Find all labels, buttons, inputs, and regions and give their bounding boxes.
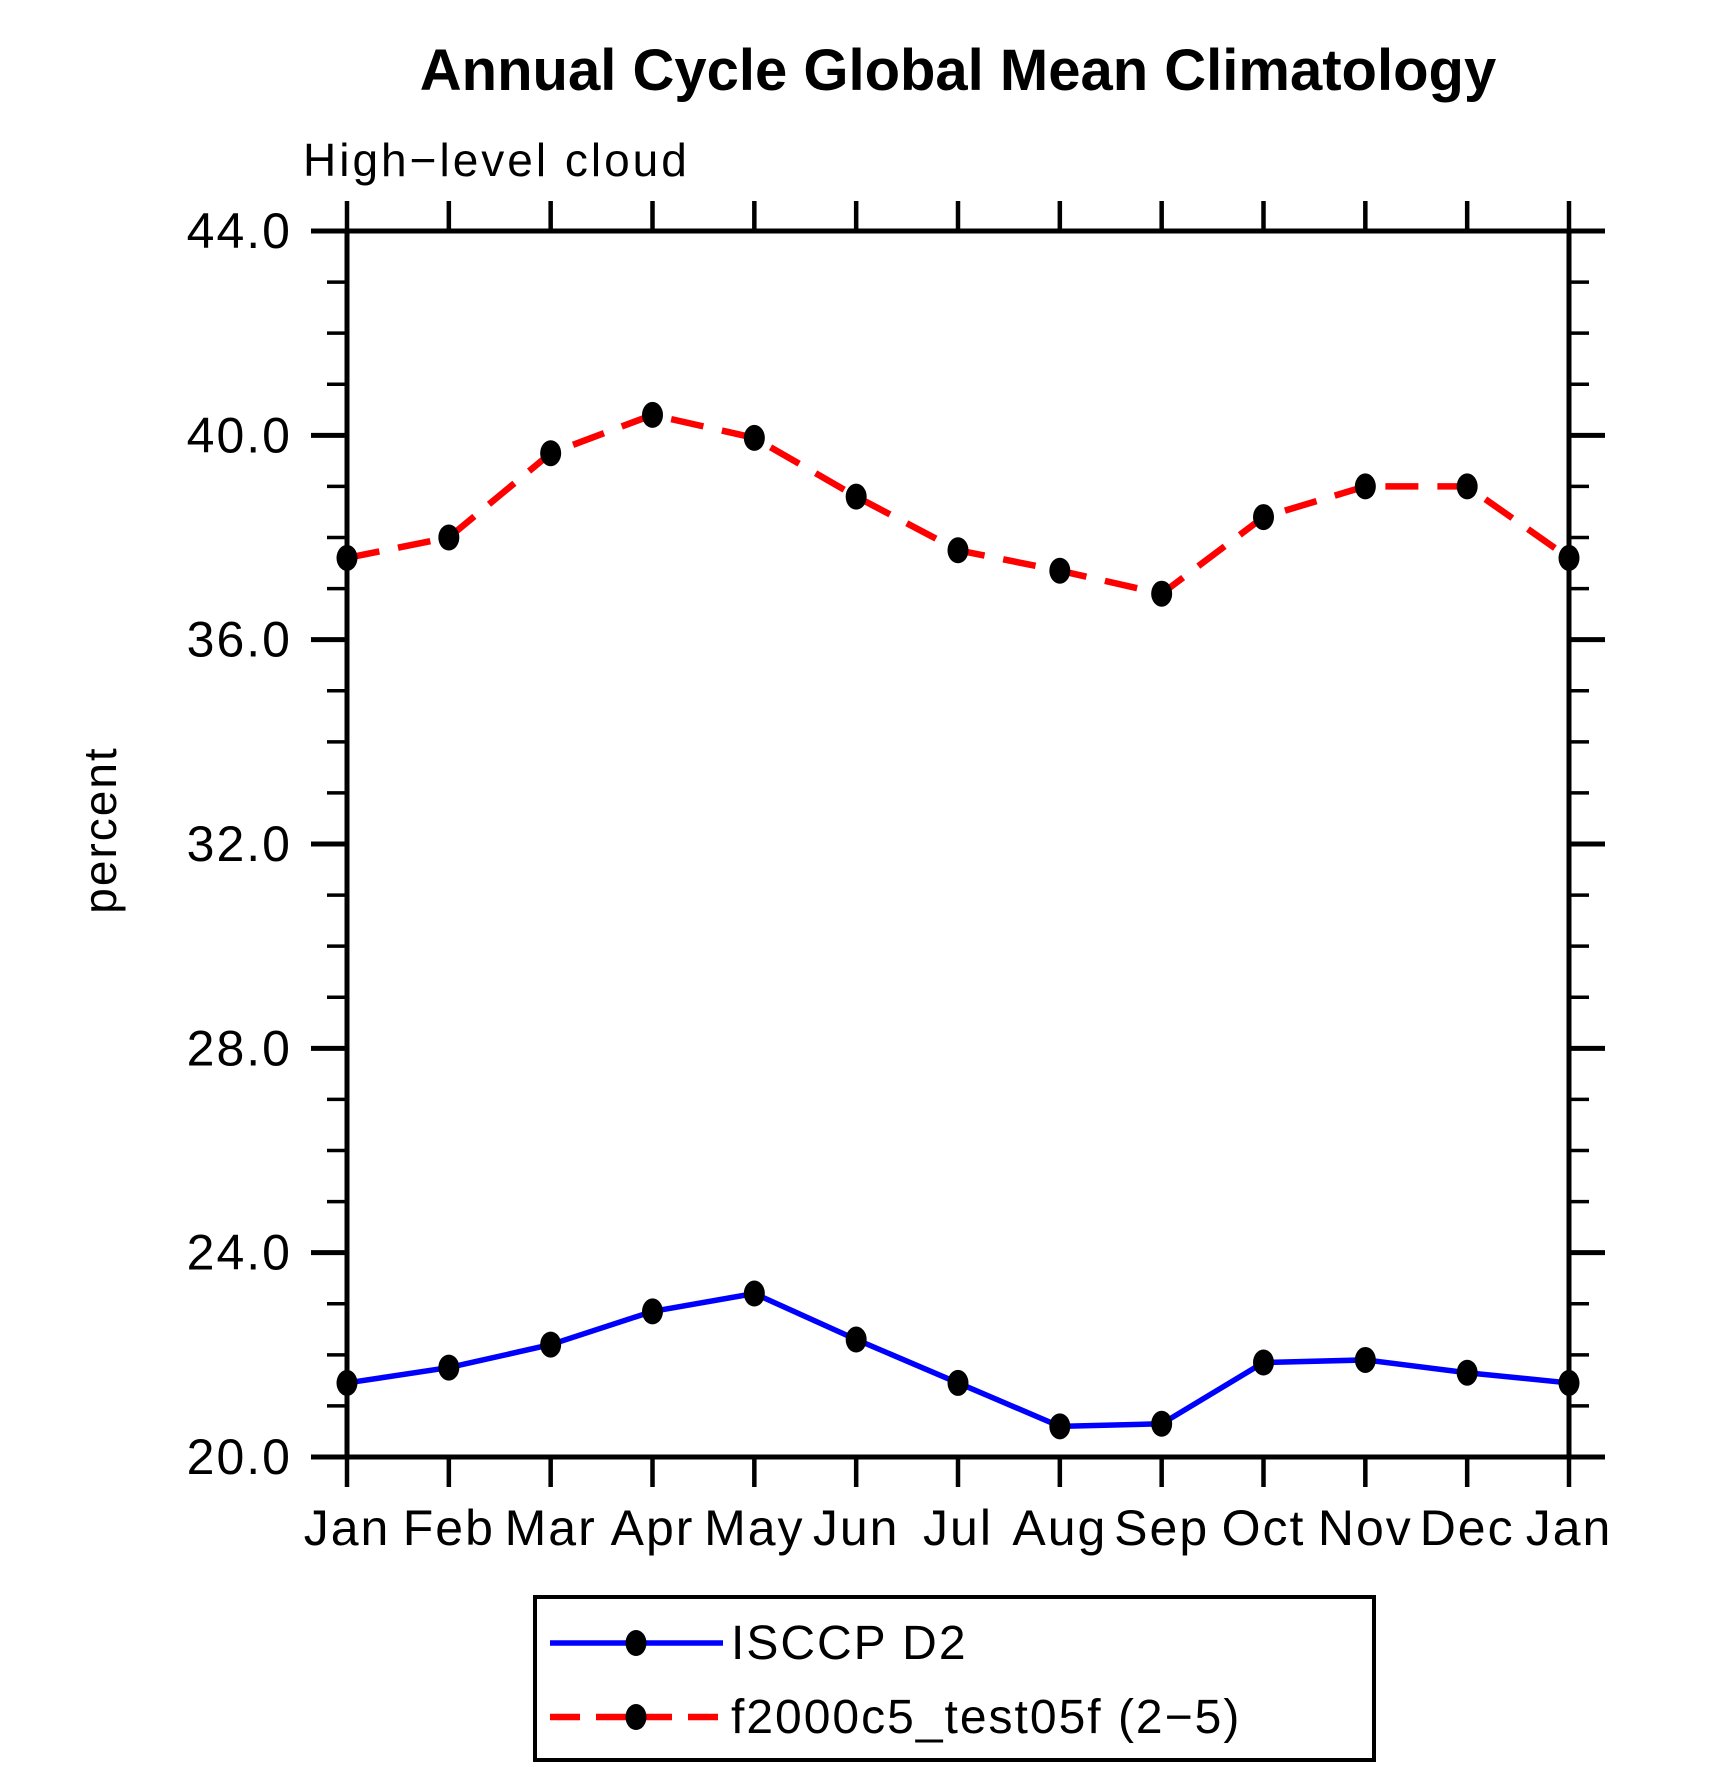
y-tick-label: 32.0 — [187, 816, 292, 872]
y-tick-label: 44.0 — [187, 203, 292, 259]
legend-marker — [625, 1704, 647, 1730]
chart-title: Annual Cycle Global Mean Climatology — [420, 38, 1496, 103]
plot-area — [336, 401, 1580, 1440]
x-tick-label: Jan — [1526, 1500, 1613, 1556]
data-point-marker — [438, 524, 460, 551]
y-tick-label: 36.0 — [187, 612, 292, 668]
legend-item: ISCCP D2 — [550, 1617, 968, 1670]
y-tick-label: 20.0 — [187, 1429, 292, 1485]
x-tick-label: Dec — [1420, 1500, 1515, 1556]
x-tick-label: Jun — [813, 1500, 900, 1556]
x-axis-tick-labels: Jan Feb Mar Apr May Jun Jul Aug Sep Oct Nov Dec Jan — [304, 1500, 1613, 1556]
series-f2000c5-test05f-2-5- — [336, 401, 1580, 607]
x-tick-label: May — [704, 1500, 804, 1556]
data-point-marker — [1558, 544, 1580, 571]
data-point-marker — [845, 1326, 867, 1353]
plot-border — [344, 228, 1572, 1460]
data-point-marker — [947, 1369, 969, 1396]
y-axis-title: percent — [74, 746, 126, 913]
data-point-marker — [642, 401, 663, 428]
data-point-marker — [845, 483, 867, 510]
y-tick-label: 40.0 — [187, 407, 292, 463]
legend-label: ISCCP D2 — [731, 1617, 968, 1670]
x-tick-label: Feb — [403, 1500, 495, 1556]
x-tick-label: Aug — [1012, 1500, 1107, 1556]
data-point-marker — [540, 440, 562, 467]
x-tick-label: Nov — [1318, 1500, 1413, 1556]
data-point-marker — [336, 1369, 358, 1396]
x-tick-label: Jan — [304, 1500, 391, 1556]
legend: ISCCP D2 f2000c5_test05f (2−5) — [533, 1595, 1376, 1762]
data-point-marker — [743, 1280, 765, 1307]
data-point-marker — [1354, 473, 1376, 500]
x-tick-label: Jul — [923, 1500, 993, 1556]
y-axis-tick-labels: 20.0 24.0 28.0 32.0 36.0 40.0 44.0 — [187, 203, 292, 1485]
data-point-marker — [743, 424, 765, 451]
data-point-marker — [642, 1298, 663, 1325]
x-tick-label: Mar — [505, 1500, 597, 1556]
x-tick-label: Apr — [611, 1500, 695, 1556]
y-axis-ticks — [311, 228, 1605, 1460]
data-point-marker — [1151, 1410, 1173, 1437]
data-point-marker — [1253, 504, 1274, 531]
legend-label: f2000c5_test05f (2−5) — [731, 1691, 1241, 1744]
data-point-marker — [336, 544, 358, 571]
data-point-marker — [438, 1354, 460, 1381]
data-point-marker — [1456, 1359, 1478, 1386]
data-point-marker — [540, 1331, 562, 1358]
data-point-marker — [947, 537, 969, 564]
legend-marker — [625, 1630, 647, 1656]
data-point-marker — [1253, 1349, 1274, 1376]
data-point-marker — [1049, 1413, 1071, 1440]
data-point-marker — [1456, 473, 1478, 500]
x-tick-label: Sep — [1114, 1500, 1209, 1556]
data-point-marker — [1354, 1346, 1376, 1373]
data-point-marker — [1151, 580, 1173, 607]
x-tick-label: Oct — [1222, 1500, 1306, 1556]
data-point-marker — [1049, 557, 1071, 584]
series-isccp-d2 — [336, 1280, 1580, 1440]
y-tick-label: 24.0 — [187, 1225, 292, 1281]
x-axis-ticks — [344, 201, 1572, 1487]
legend-item: f2000c5_test05f (2−5) — [550, 1691, 1241, 1744]
data-point-marker — [1558, 1369, 1580, 1396]
y-tick-label: 28.0 — [187, 1020, 292, 1076]
chart-subtitle: High−level cloud — [303, 134, 690, 186]
legend-box — [533, 1595, 1376, 1762]
